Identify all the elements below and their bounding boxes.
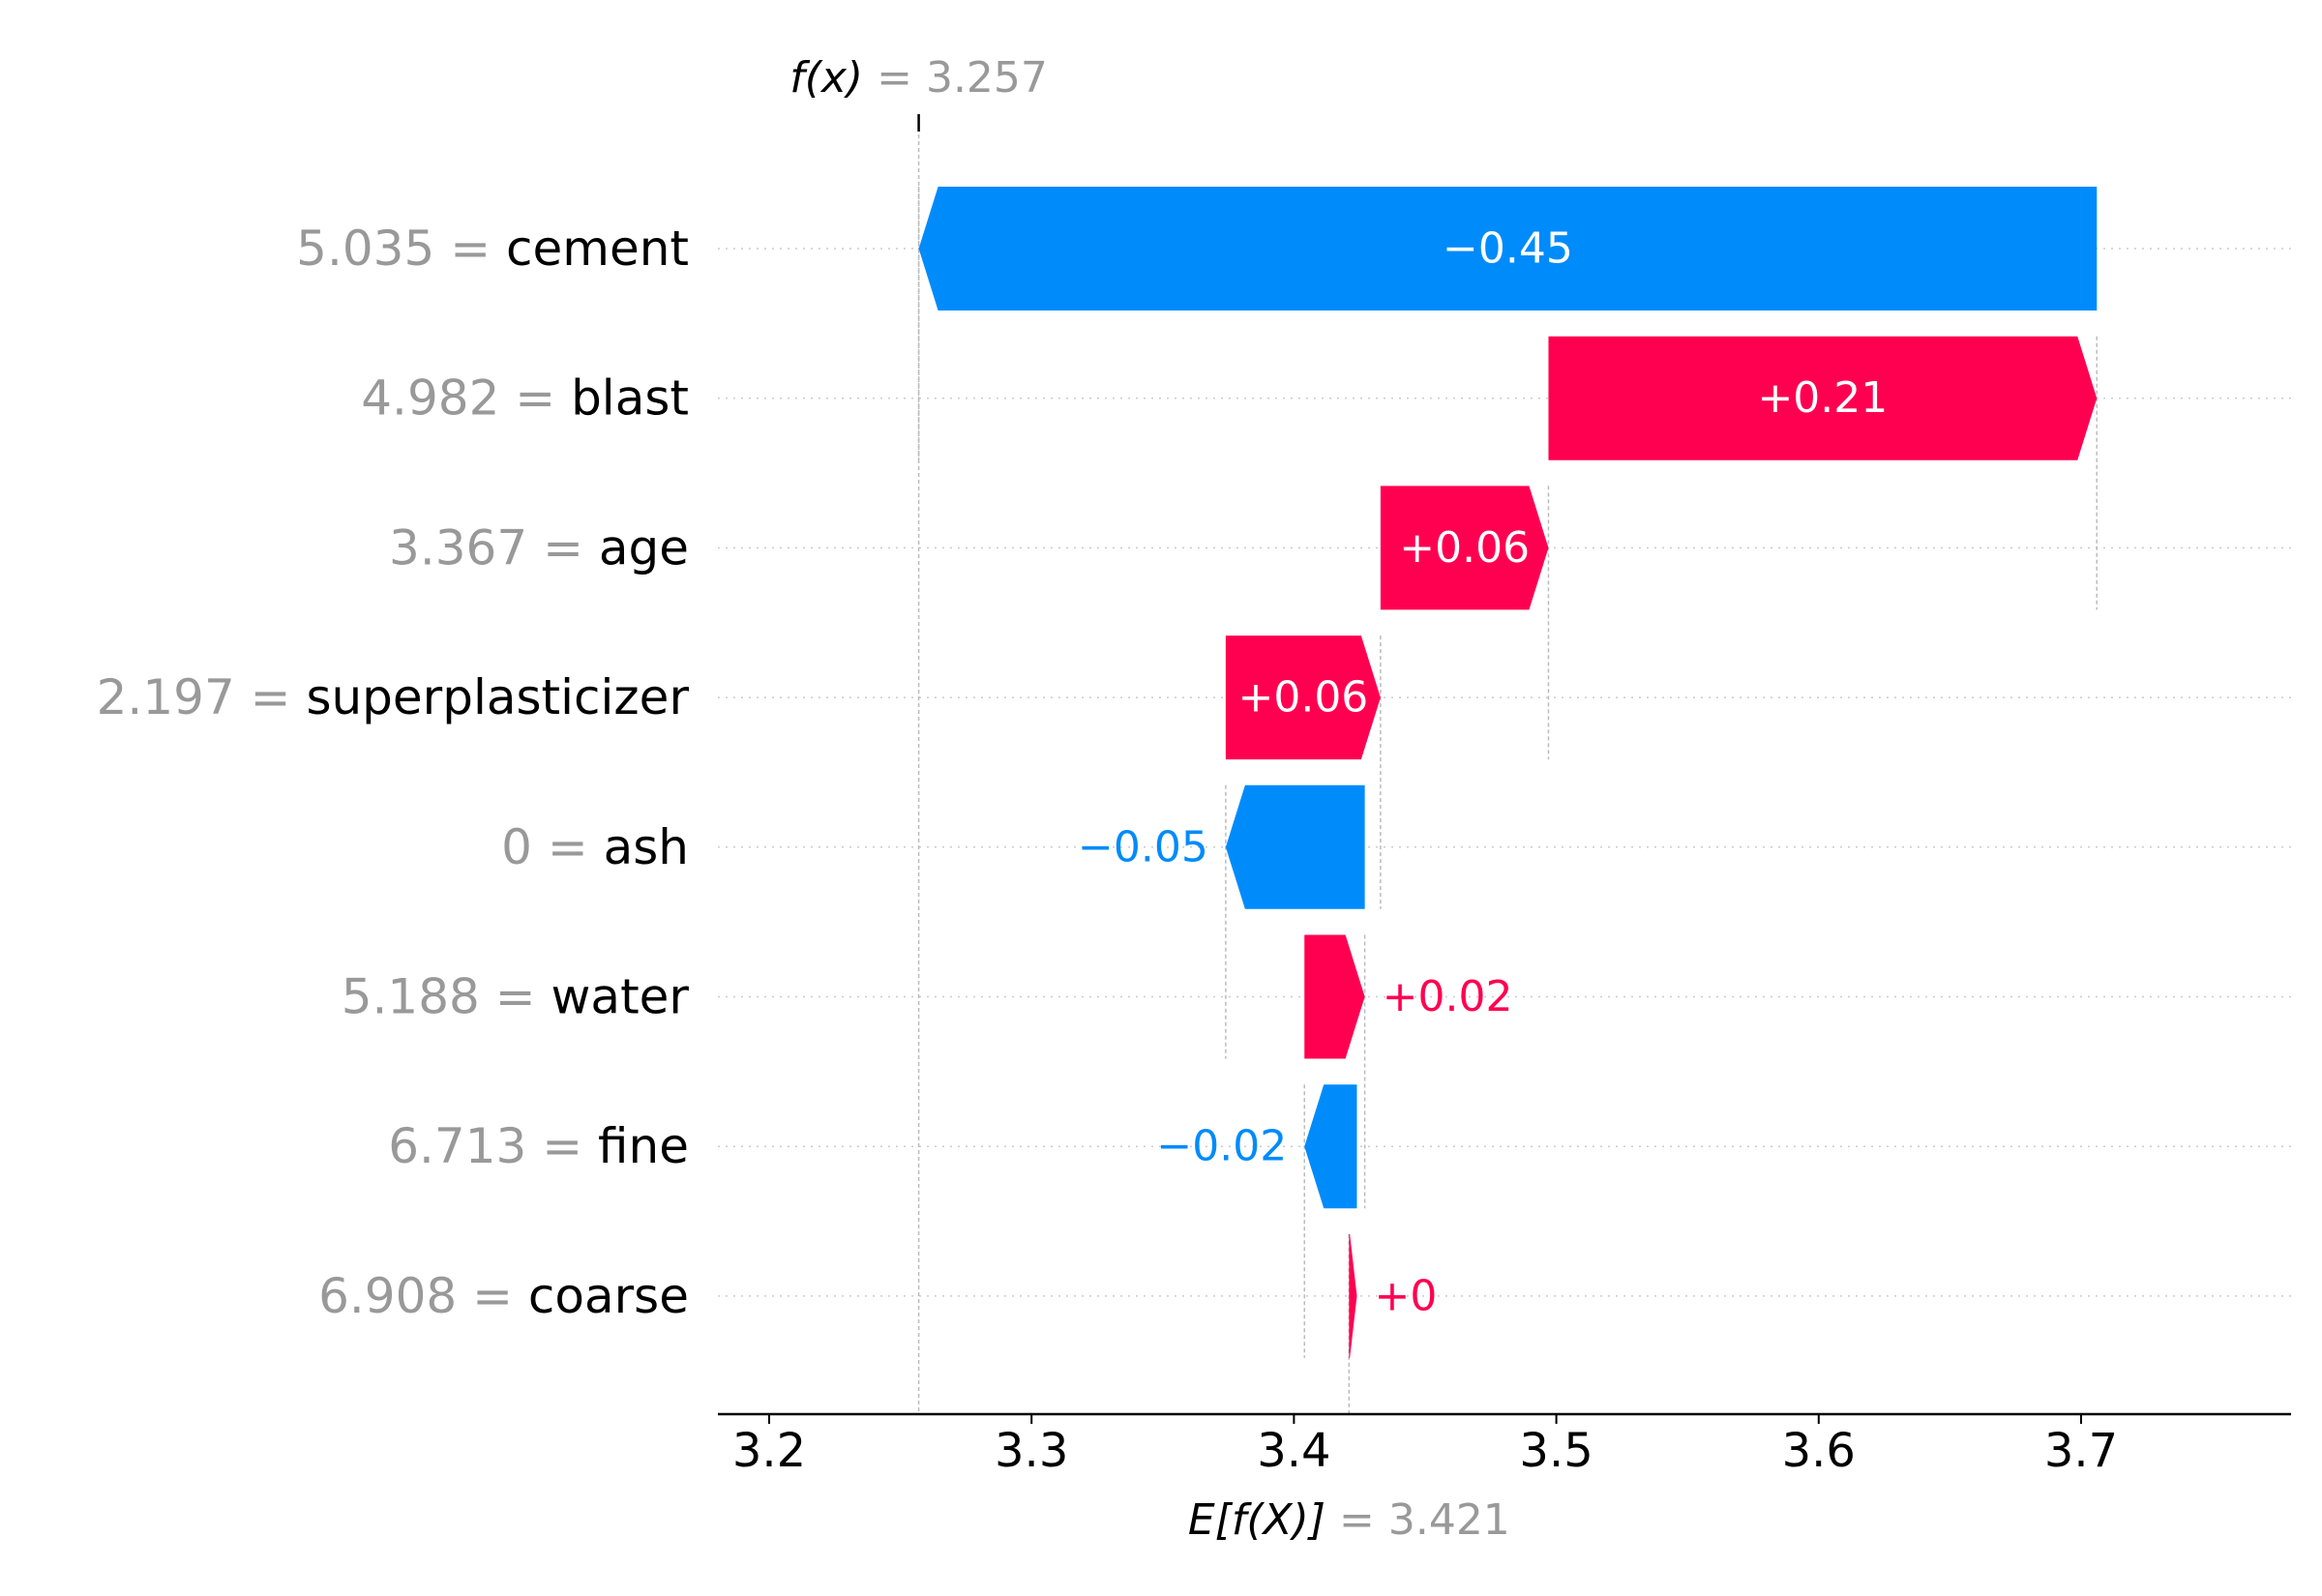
bar	[918, 187, 2098, 310]
x-tick-label: 3.2	[732, 1424, 806, 1478]
bar-value-label: +0.06	[1237, 673, 1368, 723]
fx-label: f(x) = 3.257	[789, 53, 1048, 103]
bar	[1225, 784, 1365, 909]
x-tick-label: 3.7	[2044, 1424, 2118, 1478]
x-tick-label: 3.6	[1782, 1424, 1856, 1478]
feature-label: 3.367 = age	[389, 519, 689, 576]
bars	[918, 187, 2098, 1358]
bar-value-labels: −0.45 +0.21 +0.06 +0.06 −0.05 +0.02 −0.02 +0	[1078, 224, 1888, 1321]
bar-value-label: −0.05	[1078, 822, 1208, 872]
feature-label: 2.197 = superplasticizer	[97, 669, 690, 725]
annotations: f(x) = 3.257 E[f(X)] = 3.421	[789, 53, 1510, 1545]
feature-label: 5.188 = water	[342, 969, 690, 1025]
expected-label: E[f(X)] = 3.421	[1188, 1495, 1510, 1545]
feature-label: 6.908 = coarse	[318, 1268, 689, 1324]
feature-label: 5.035 = cement	[296, 221, 689, 277]
x-axis: 3.2 3.3 3.4 3.5 3.6 3.7	[718, 1412, 2291, 1478]
bar-value-label: +0	[1374, 1271, 1437, 1320]
bar	[1225, 635, 1381, 760]
x-tick-label: 3.3	[995, 1424, 1068, 1478]
bar-value-label: −0.45	[1443, 224, 1573, 274]
bar-value-label: +0.06	[1399, 523, 1530, 573]
feature-label: 6.713 = fine	[388, 1118, 689, 1174]
bar	[1548, 336, 2098, 460]
bar-value-label: +0.02	[1383, 972, 1513, 1021]
x-tick-label: 3.4	[1257, 1424, 1330, 1478]
feature-label: 4.982 = blast	[361, 370, 689, 427]
x-tick-label: 3.5	[1519, 1424, 1593, 1478]
bar	[1304, 934, 1365, 1059]
bar	[1349, 1233, 1357, 1358]
bar	[1380, 486, 1549, 610]
bar-value-label: −0.02	[1156, 1122, 1287, 1171]
feature-labels: 5.035 = cement 4.982 = blast 3.367 = age 2.…	[97, 221, 690, 1324]
bar	[1304, 1084, 1357, 1209]
bar-value-label: +0.21	[1757, 373, 1888, 423]
feature-label: 0 = ash	[501, 819, 689, 875]
